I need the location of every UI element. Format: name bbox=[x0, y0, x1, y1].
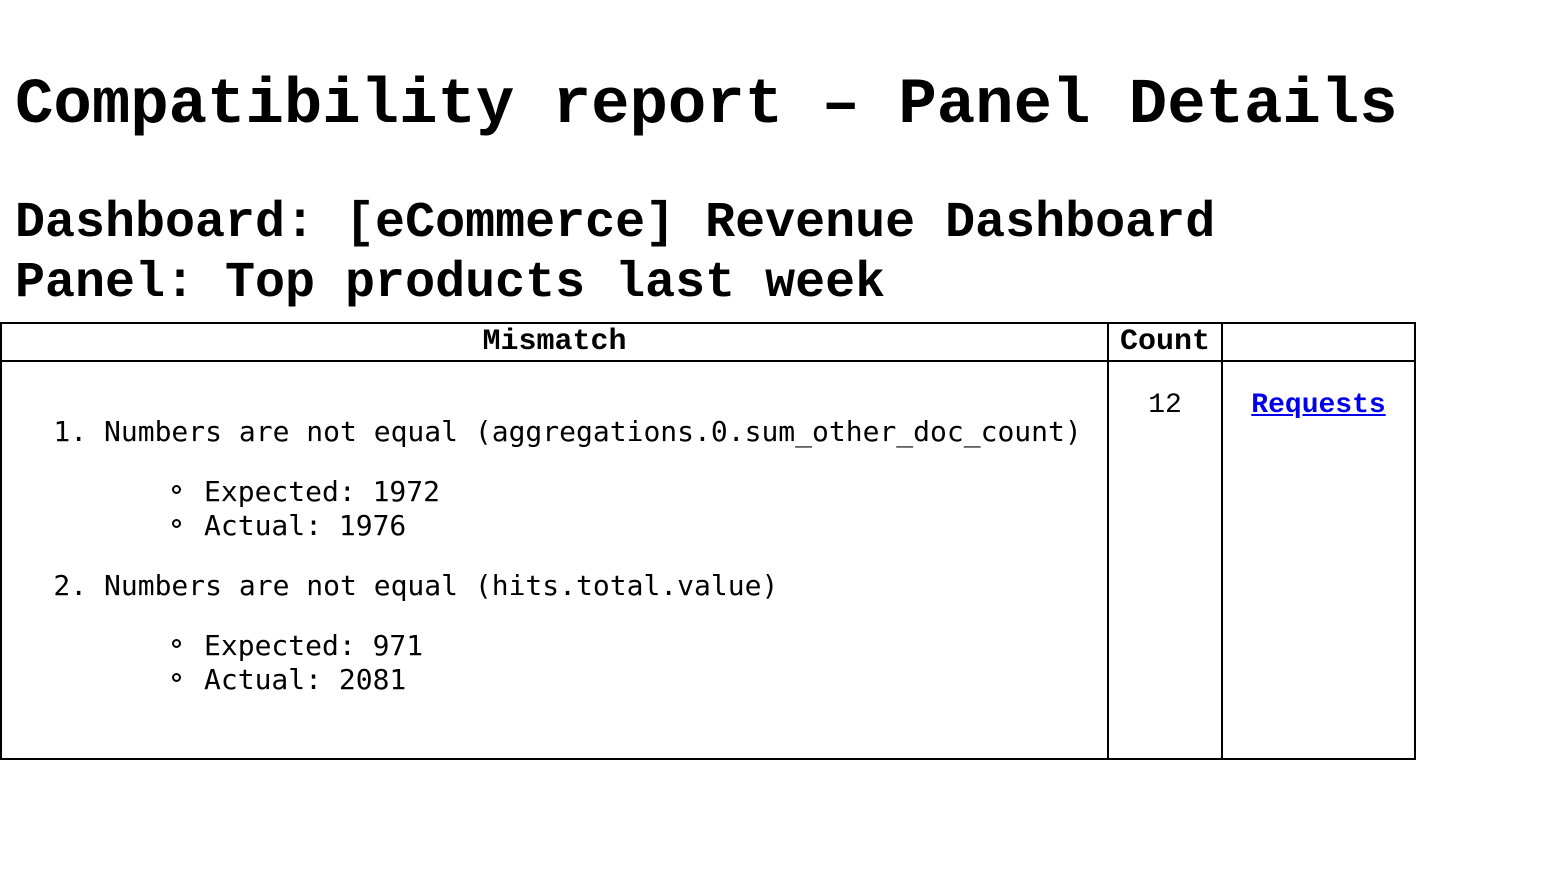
mismatch-detail-item: Expected: 1972 bbox=[172, 475, 1105, 509]
links-cell: Requests bbox=[1221, 360, 1416, 760]
expected-value: Expected: 971 bbox=[204, 629, 424, 662]
circle-bullet-icon bbox=[172, 673, 181, 682]
expected-value: Expected: 1972 bbox=[204, 475, 441, 508]
circle-bullet-icon bbox=[172, 519, 181, 528]
count-cell: 12 bbox=[1107, 360, 1223, 760]
requests-link[interactable]: Requests bbox=[1251, 390, 1386, 421]
table-row: Numbers are not equal (aggregations.0.su… bbox=[0, 360, 1416, 760]
circle-bullet-icon bbox=[172, 485, 181, 494]
circle-bullet-icon bbox=[172, 639, 181, 648]
mismatch-message: Numbers are not equal (hits.total.value) bbox=[104, 569, 779, 602]
panel-label: Panel: Top products last week bbox=[15, 255, 886, 312]
mismatch-item: Numbers are not equal (hits.total.value)… bbox=[104, 569, 1105, 697]
mismatch-detail-list: Expected: 971 Actual: 2081 bbox=[104, 629, 1105, 697]
actual-value: Actual: 1976 bbox=[204, 509, 407, 542]
dashboard-label: Dashboard: [eCommerce] Revenue Dashboard bbox=[15, 195, 1216, 252]
mismatch-column-header: Mismatch bbox=[0, 322, 1109, 362]
mismatch-message: Numbers are not equal (aggregations.0.su… bbox=[104, 415, 1082, 448]
mismatch-detail-list: Expected: 1972 Actual: 1976 bbox=[104, 475, 1105, 543]
mismatch-list: Numbers are not equal (aggregations.0.su… bbox=[4, 415, 1105, 697]
table-header-row: Mismatch Count bbox=[0, 322, 1416, 362]
mismatch-cell: Numbers are not equal (aggregations.0.su… bbox=[0, 360, 1109, 760]
links-column-header bbox=[1221, 322, 1416, 362]
mismatch-detail-item: Actual: 1976 bbox=[172, 509, 1105, 543]
actual-value: Actual: 2081 bbox=[204, 663, 407, 696]
count-value: 12 bbox=[1148, 390, 1182, 421]
mismatch-table: Mismatch Count Numbers are not equal (ag… bbox=[0, 322, 1416, 760]
count-column-header: Count bbox=[1107, 322, 1223, 362]
mismatch-detail-item: Expected: 971 bbox=[172, 629, 1105, 663]
mismatch-item: Numbers are not equal (aggregations.0.su… bbox=[104, 415, 1105, 543]
page-title: Compatibility report – Panel Details bbox=[15, 70, 1398, 142]
mismatch-detail-item: Actual: 2081 bbox=[172, 663, 1105, 697]
